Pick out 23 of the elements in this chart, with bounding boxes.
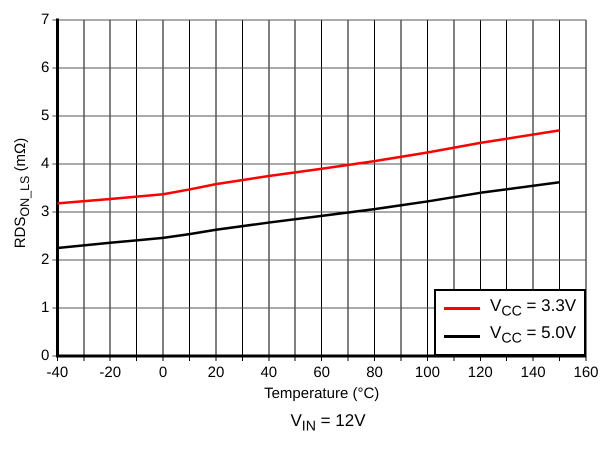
y-tick-label: 6 bbox=[41, 59, 50, 76]
y-tick-label: 4 bbox=[41, 155, 50, 172]
x-tick-label: -40 bbox=[46, 364, 68, 382]
x-tick-label: 60 bbox=[313, 364, 330, 382]
x-tick-label: 160 bbox=[573, 364, 599, 382]
legend-label: V$_{CC}$ = 5.0V bbox=[490, 322, 576, 349]
x-tick-label: 40 bbox=[260, 364, 278, 382]
y-tick-label: 2 bbox=[41, 251, 50, 268]
x-axis-title: Temperature (°C) bbox=[264, 385, 380, 402]
y-tick-label: 0 bbox=[41, 347, 50, 364]
y-tick-label: 7 bbox=[41, 11, 50, 28]
x-tick-label: 120 bbox=[468, 364, 493, 382]
x-tick-label: 20 bbox=[208, 364, 224, 382]
x-tick-label: -20 bbox=[99, 364, 122, 382]
x-tick-label: 140 bbox=[520, 364, 546, 382]
y-tick-label: 5 bbox=[41, 107, 50, 124]
x-tick-label: 0 bbox=[158, 364, 168, 382]
y-tick-label: 1 bbox=[41, 299, 50, 316]
x-tick-label: 100 bbox=[414, 364, 440, 382]
legend-label: V$_{CC}$ = 3.3V bbox=[490, 295, 576, 322]
text: V$_{IN}$ = 12V bbox=[289, 411, 367, 434]
x-tick-label: 80 bbox=[366, 364, 383, 382]
y-tick-label: 3 bbox=[41, 203, 50, 220]
